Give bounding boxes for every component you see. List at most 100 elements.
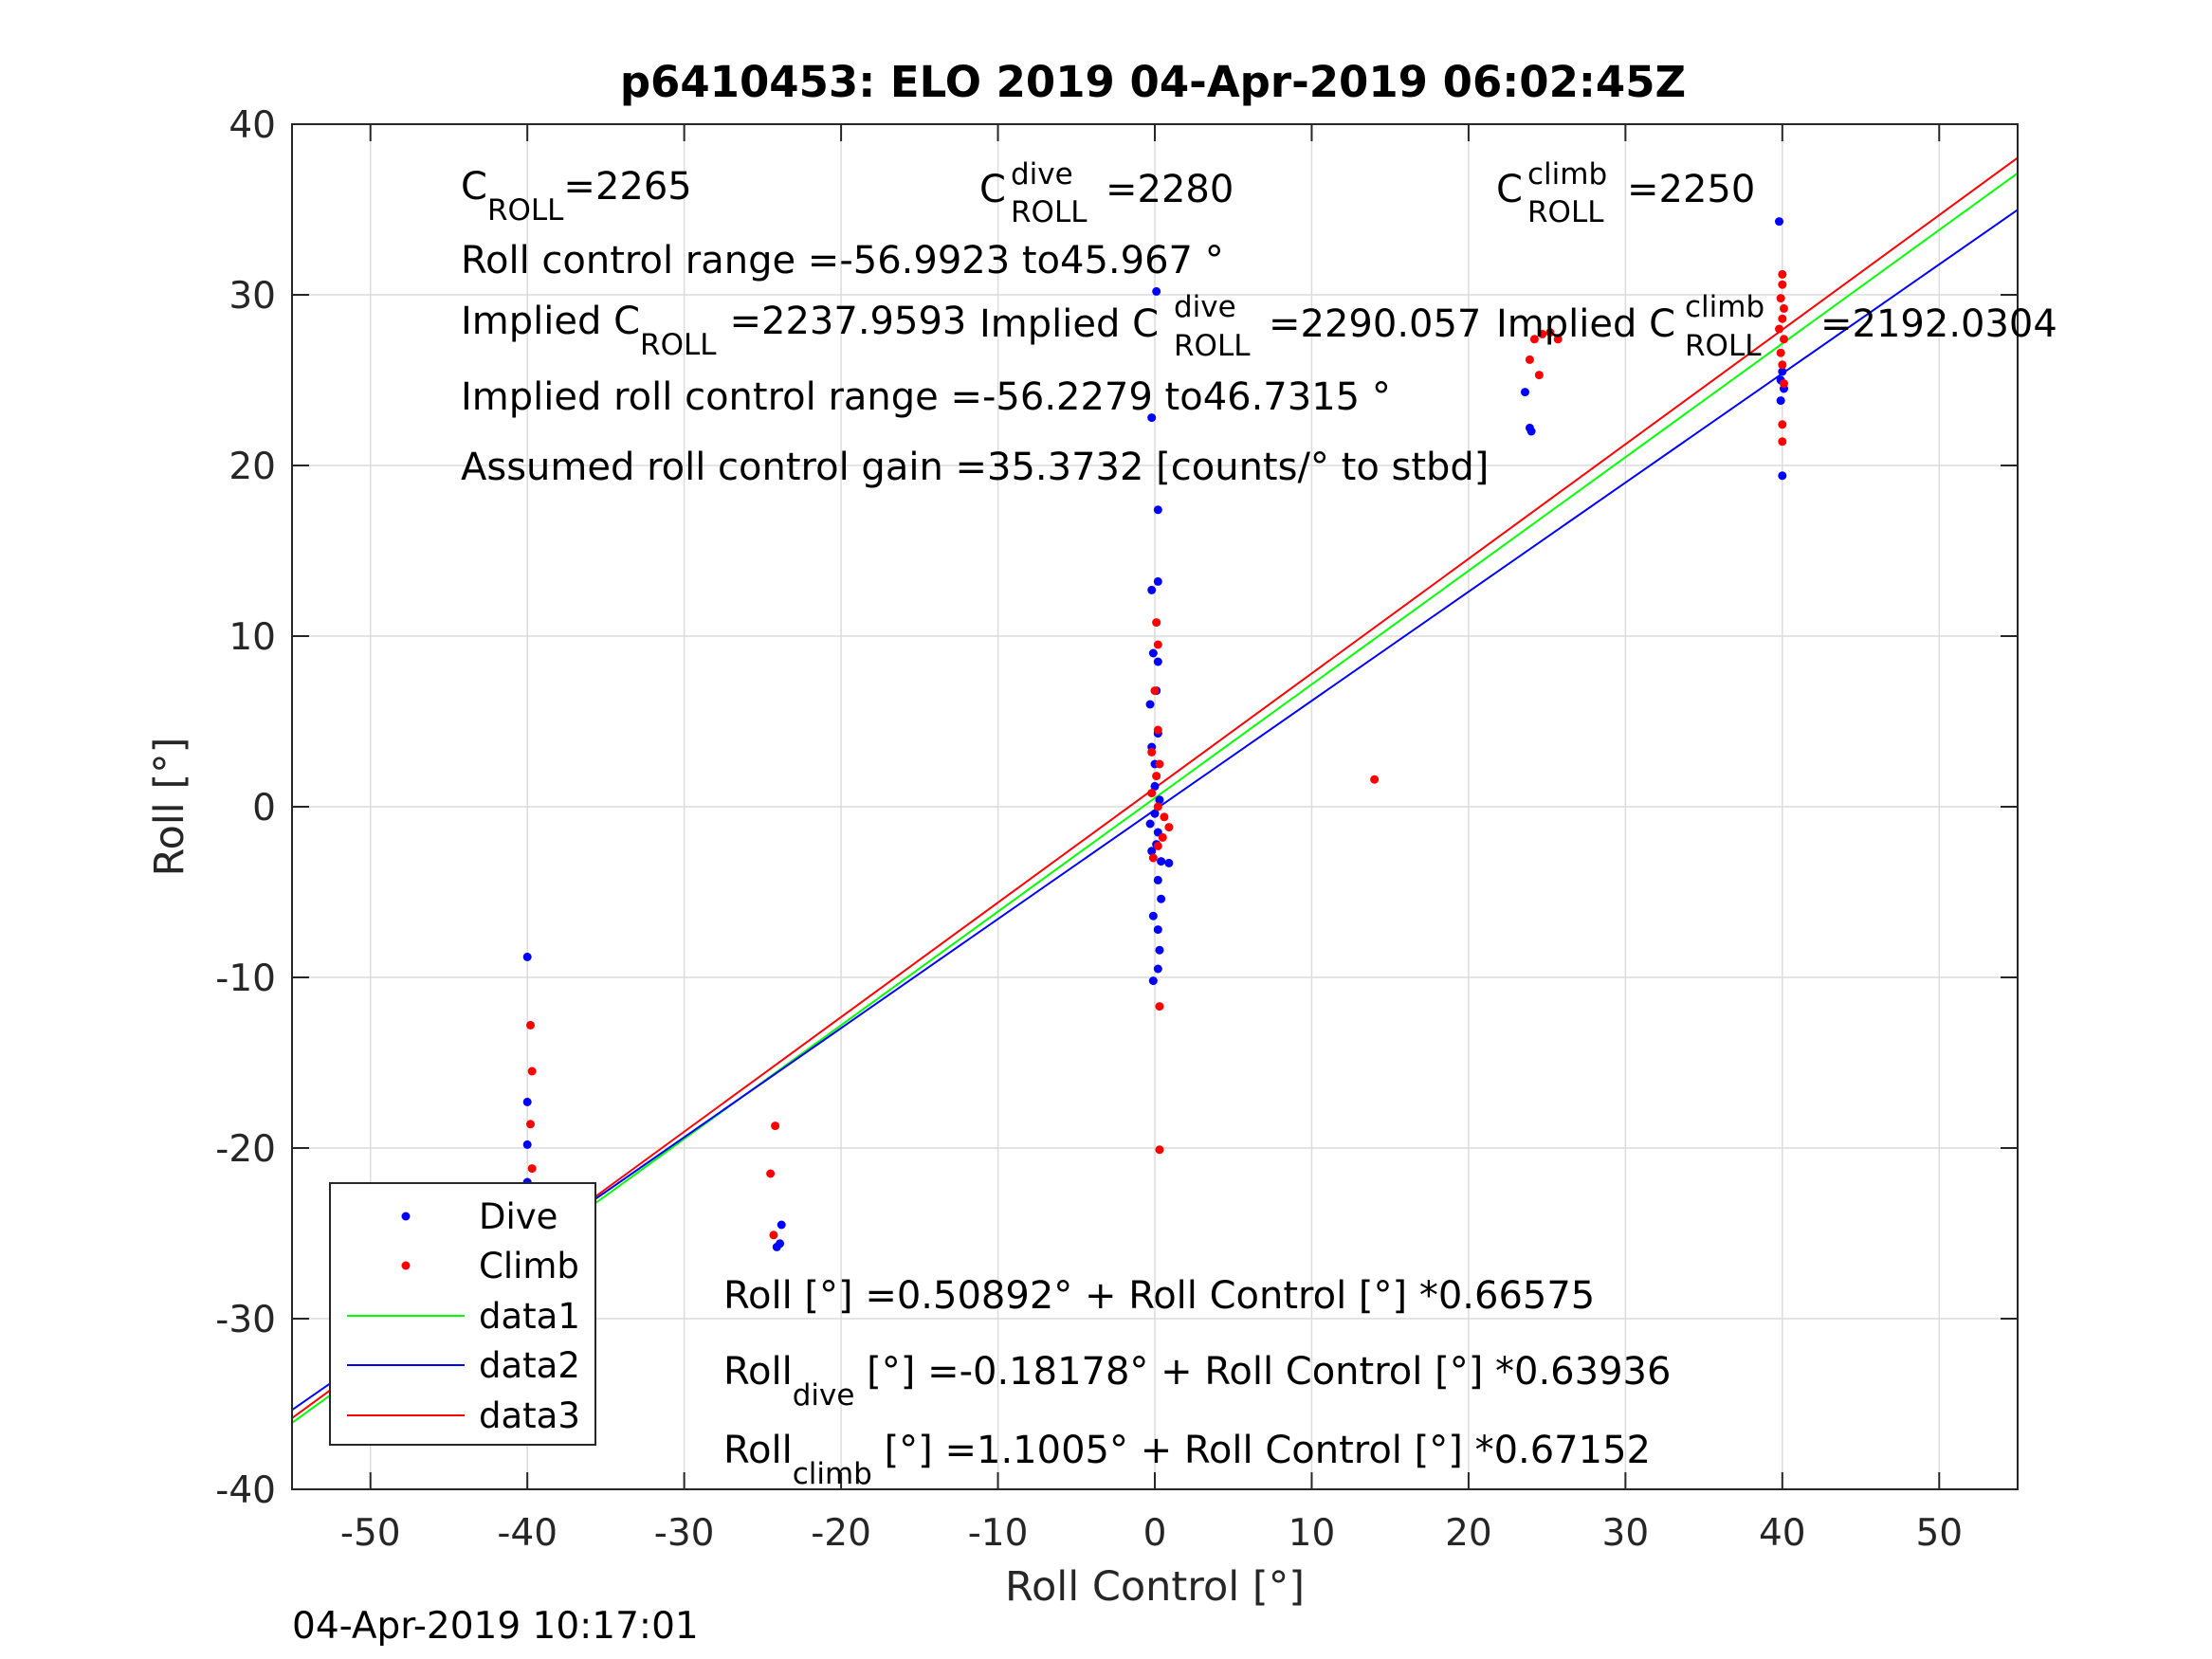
climb-point bbox=[1775, 324, 1784, 334]
dive-point bbox=[1148, 976, 1158, 986]
climb-point bbox=[527, 1164, 537, 1174]
climb-point bbox=[1148, 853, 1158, 863]
croll-climb-value: =2250 bbox=[1627, 168, 1755, 211]
fit-equation-climb: Rollclimb [°] =1.1005° + Roll Control [°… bbox=[723, 1429, 1651, 1491]
chart-title: p6410453: ELO 2019 04-Apr-2019 06:02:45Z bbox=[620, 57, 1686, 107]
climb-point bbox=[1776, 294, 1785, 303]
dive-point bbox=[1157, 894, 1166, 903]
fit-equation-all: Roll [°] =0.50892° + Roll Control [°] *0… bbox=[723, 1274, 1595, 1318]
y-tick-label: -10 bbox=[215, 957, 276, 1000]
climb-point bbox=[525, 1120, 535, 1129]
croll-annotation: CROLL=2265 bbox=[461, 165, 692, 228]
implied-croll-sub: ROLL bbox=[640, 328, 717, 362]
climb-point bbox=[1779, 335, 1788, 344]
climb-point bbox=[1778, 280, 1787, 289]
dive-point bbox=[1164, 858, 1174, 867]
climb-point bbox=[1155, 759, 1164, 769]
climb-point bbox=[1158, 832, 1167, 842]
dive-point bbox=[1147, 847, 1157, 856]
fit-equation-dive: Rolldive [°] =-0.18178° + Roll Control [… bbox=[723, 1350, 1671, 1413]
implied-croll-dive-value: =2290.057 bbox=[1269, 302, 1481, 346]
dive-point bbox=[1147, 585, 1157, 594]
climb-point bbox=[1525, 355, 1534, 364]
implied-croll-climb-sup: climb bbox=[1685, 290, 1764, 324]
climb-point bbox=[1153, 802, 1162, 811]
croll-dive-sup: dive bbox=[1011, 157, 1073, 191]
climb-point bbox=[1153, 725, 1162, 735]
legend-dive-marker bbox=[401, 1212, 411, 1221]
implied-croll-climb-value: =2192.0304 bbox=[1820, 302, 2057, 346]
dive-point bbox=[777, 1220, 786, 1230]
croll-dive-value: =2280 bbox=[1106, 168, 1234, 211]
fit-dive-rest: [°] =-0.18178° + Roll Control [°] *0.639… bbox=[854, 1350, 1671, 1394]
dive-point bbox=[1526, 427, 1536, 436]
climb-point bbox=[1152, 618, 1161, 628]
climb-point bbox=[1779, 379, 1788, 389]
climb-point bbox=[1164, 823, 1174, 832]
fit-climb-rest: [°] =1.1005° + Roll Control [°] *0.67152 bbox=[872, 1429, 1651, 1472]
x-tick-label: 10 bbox=[1289, 1512, 1336, 1555]
dive-point bbox=[1153, 925, 1162, 935]
legend-dive-label: Dive bbox=[479, 1196, 558, 1237]
legend-box bbox=[329, 1182, 596, 1446]
annotations: CROLL=2265 C dive ROLL =2280 C climb ROL… bbox=[461, 157, 2057, 1491]
climb-point bbox=[1779, 303, 1788, 313]
y-tick-label: 40 bbox=[229, 104, 276, 147]
climb-point bbox=[1155, 1002, 1164, 1012]
y-tick-label: 10 bbox=[229, 616, 276, 659]
climb-point bbox=[1778, 437, 1787, 447]
croll-climb-annotation: C bbox=[1496, 168, 1523, 211]
y-tick-label: 0 bbox=[252, 787, 276, 830]
fit-climb-sub: climb bbox=[793, 1457, 872, 1491]
print-timestamp: 04-Apr-2019 10:17:01 bbox=[292, 1605, 699, 1648]
climb-point bbox=[1538, 329, 1547, 338]
implied-croll-dive-sup: dive bbox=[1174, 290, 1236, 324]
legend[interactable]: Dive Climb data1 data2 data3 bbox=[329, 1182, 596, 1446]
climb-point bbox=[1778, 420, 1787, 429]
dive-point bbox=[1153, 576, 1162, 586]
climb-point bbox=[1545, 328, 1555, 337]
y-tick-label: -40 bbox=[215, 1469, 276, 1512]
dive-point bbox=[1145, 700, 1155, 709]
plot-frame bbox=[291, 123, 2019, 1490]
implied-croll-climb-prefix: Implied C bbox=[1496, 302, 1675, 346]
y-tick-label: -20 bbox=[215, 1128, 276, 1171]
x-tick-label: 40 bbox=[1759, 1512, 1806, 1555]
dive-point bbox=[1150, 781, 1160, 791]
dive-point bbox=[1157, 857, 1166, 866]
croll-climb-sub: ROLL bbox=[1527, 195, 1604, 229]
dive-point bbox=[1153, 964, 1162, 974]
croll-dive-annotation: C bbox=[979, 168, 1006, 211]
x-axis-label: Roll Control [°] bbox=[1005, 1563, 1305, 1611]
implied-croll-prefix: Implied C bbox=[461, 300, 640, 343]
climb-point bbox=[1155, 1145, 1164, 1155]
x-tick-label: -50 bbox=[340, 1512, 401, 1555]
climb-point bbox=[1778, 269, 1787, 279]
x-tick-label: -10 bbox=[968, 1512, 1029, 1555]
fit-dive-sub: dive bbox=[793, 1378, 855, 1413]
dive-point bbox=[1145, 819, 1155, 829]
croll-sub: ROLL bbox=[487, 193, 564, 228]
legend-data1-label: data1 bbox=[479, 1296, 580, 1337]
dive-point bbox=[522, 1097, 532, 1106]
climb-point bbox=[1778, 314, 1787, 323]
legend-climb-label: Climb bbox=[479, 1246, 579, 1286]
dive-point bbox=[1520, 388, 1529, 397]
assumed-roll-control-gain: Assumed roll control gain =35.3732 [coun… bbox=[461, 446, 1489, 489]
climb-point bbox=[1147, 747, 1157, 757]
implied-croll-dive-sub: ROLL bbox=[1174, 329, 1251, 363]
implied-roll-control-range: Implied roll control range =-56.2279 to4… bbox=[461, 375, 1391, 419]
croll-dive-main: C bbox=[979, 168, 1006, 211]
dive-point bbox=[772, 1242, 781, 1251]
climb-point bbox=[1160, 812, 1169, 822]
implied-croll-climb-sub: ROLL bbox=[1685, 329, 1762, 363]
climb-point bbox=[769, 1231, 778, 1240]
x-tick-label: 50 bbox=[1915, 1512, 1963, 1555]
y-tick-labels: -40 -30 -20 -10 0 10 20 30 40 bbox=[215, 104, 276, 1512]
dive-point bbox=[1152, 286, 1161, 296]
dive-point bbox=[1776, 396, 1785, 406]
croll-main: C bbox=[461, 165, 487, 209]
climb-point bbox=[1152, 772, 1161, 781]
climb-point bbox=[1147, 789, 1157, 798]
climb-point bbox=[1153, 640, 1162, 649]
